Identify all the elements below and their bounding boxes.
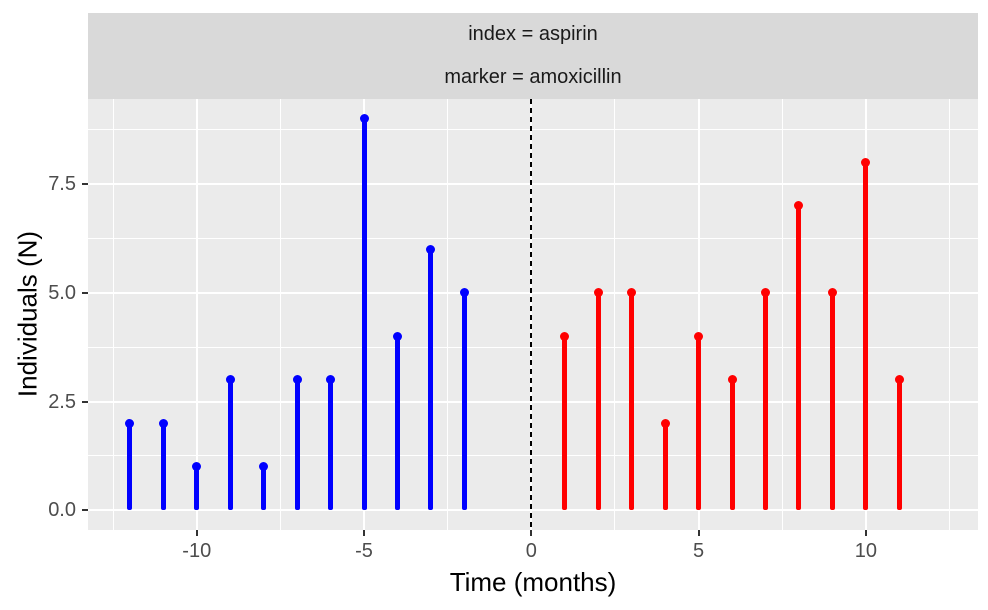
lollipop-stem <box>629 292 635 511</box>
plot-panel <box>88 99 978 530</box>
y-tick-mark <box>82 509 88 512</box>
y-tick-label: 5.0 <box>48 281 76 304</box>
facet-strip: index = aspirin marker = amoxicillin <box>88 13 978 99</box>
lollipop-stem <box>261 466 267 511</box>
y-tick-label: 2.5 <box>48 390 76 413</box>
lollipop-point <box>326 375 336 385</box>
x-tick-label: -5 <box>355 540 373 562</box>
gridline-minor-y <box>88 346 978 348</box>
x-tick-label: 5 <box>693 540 705 562</box>
facet-label-index: index = aspirin <box>468 23 598 45</box>
lollipop-stem <box>863 162 869 511</box>
facet-label-marker: marker = amoxicillin <box>444 66 622 88</box>
lollipop-point <box>593 288 603 298</box>
gridline-major-x <box>195 99 198 530</box>
lollipop-point <box>660 418 670 428</box>
lollipop-stem <box>696 336 702 511</box>
lollipop-point <box>861 157 871 167</box>
x-tick-mark <box>530 530 533 536</box>
gridline-minor-y <box>88 455 978 457</box>
lollipop-point <box>560 331 570 341</box>
lollipop-stem <box>896 379 902 511</box>
lollipop-point <box>259 462 269 472</box>
gridline-major-y <box>88 291 978 294</box>
x-tick-mark <box>195 530 198 536</box>
x-tick-mark <box>363 530 366 536</box>
zero-reference-line <box>530 99 533 530</box>
lollipop-stem <box>662 423 668 511</box>
lollipop-stem <box>595 292 601 511</box>
y-tick-mark <box>82 291 88 294</box>
lollipop-stem <box>796 205 802 511</box>
y-tick-label: 7.5 <box>48 172 76 195</box>
gridline-minor-y <box>88 128 978 130</box>
lollipop-point <box>459 288 469 298</box>
gridline-minor-y <box>88 237 978 239</box>
lollipop-stem <box>763 292 769 511</box>
lollipop-stem <box>361 118 367 511</box>
y-axis-title: Individuals (N) <box>12 230 43 398</box>
lollipop-stem <box>328 379 334 511</box>
lollipop-point <box>225 375 235 385</box>
lollipop-point <box>192 462 202 472</box>
gridline-major-y <box>88 182 978 185</box>
lollipop-point <box>125 418 135 428</box>
x-tick-mark <box>697 530 700 536</box>
lollipop-point <box>292 375 302 385</box>
lollipop-stem <box>461 292 467 511</box>
lollipop-stem <box>294 379 300 511</box>
y-tick-mark <box>82 182 88 185</box>
lollipop-stem <box>394 336 400 511</box>
lollipop-stem <box>227 379 233 511</box>
x-tick-mark <box>864 530 867 536</box>
lollipop-stem <box>428 249 434 511</box>
gridline-minor-x <box>447 99 449 530</box>
lollipop-point <box>894 375 904 385</box>
x-tick-label: 10 <box>854 540 878 562</box>
gridline-minor-x <box>949 99 951 530</box>
lollipop-point <box>426 244 436 254</box>
x-axis-title: Time (months) <box>449 567 617 597</box>
gridline-major-y <box>88 509 978 512</box>
gridline-major-x <box>697 99 700 530</box>
lollipop-stem <box>160 423 166 511</box>
y-tick-label: 0.0 <box>48 499 76 522</box>
lollipop-stem <box>562 336 568 511</box>
lollipop-point <box>694 331 704 341</box>
lollipop-point <box>627 288 637 298</box>
lollipop-point <box>827 288 837 298</box>
gridline-minor-x <box>614 99 616 530</box>
lollipop-stem <box>127 423 133 511</box>
lollipop-stem <box>729 379 735 511</box>
lollipop-point <box>158 418 168 428</box>
x-tick-label: -10 <box>182 540 212 562</box>
lollipop-stem <box>194 466 200 511</box>
lollipop-point <box>392 331 402 341</box>
lollipop-point <box>359 114 369 124</box>
y-tick-mark <box>82 400 88 403</box>
gridline-minor-x <box>112 99 114 530</box>
gridline-major-y <box>88 400 978 403</box>
x-tick-label: 0 <box>525 540 537 562</box>
lollipop-stem <box>829 292 835 511</box>
gridline-minor-x <box>781 99 783 530</box>
lollipop-point <box>727 375 737 385</box>
lollipop-point <box>761 288 771 298</box>
gridline-minor-x <box>279 99 281 530</box>
lollipop-point <box>794 201 804 211</box>
